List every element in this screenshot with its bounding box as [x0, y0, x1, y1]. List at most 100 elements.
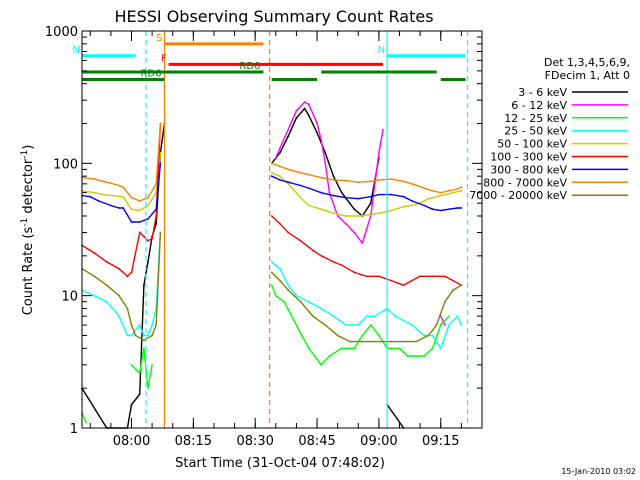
data-point [93, 252, 96, 254]
data-point [279, 175, 281, 178]
y-tick-label: 1 [70, 422, 78, 437]
data-point [287, 289, 290, 292]
data-point [431, 275, 434, 278]
data-point [130, 208, 133, 211]
data-point [320, 307, 323, 310]
data-point [299, 184, 302, 187]
data-point [138, 393, 141, 396]
y-tick-label: 10 [61, 290, 78, 305]
data-point [316, 122, 318, 125]
y-tick-label: 1000 [45, 25, 78, 40]
data-point [419, 275, 421, 278]
data-point [130, 324, 133, 326]
data-point [361, 242, 364, 244]
data-point [369, 215, 372, 217]
data-point [378, 275, 380, 278]
data-point [448, 189, 450, 192]
data-point [93, 191, 96, 194]
data-point [460, 186, 463, 189]
data-point [357, 181, 360, 184]
y-axis-label-end: ) [21, 145, 36, 150]
data-point [118, 294, 120, 297]
data-point [307, 173, 310, 176]
data-point [444, 193, 446, 196]
data-point [316, 131, 318, 134]
data-point [320, 364, 323, 366]
state-bar-label: N [378, 45, 385, 56]
legend-entry-label: 800 - 7000 keV [483, 176, 567, 189]
data-point [353, 231, 356, 234]
data-point [353, 271, 356, 274]
data-point [287, 231, 290, 234]
data-point [382, 128, 384, 131]
data-point [394, 315, 397, 318]
data-point [147, 196, 149, 199]
data-point [118, 207, 120, 209]
data-point [299, 239, 302, 242]
series-line-100-300-kev-kev [81, 123, 462, 286]
data-point [85, 421, 87, 424]
data-point [303, 101, 306, 103]
x-tick-label: 08:15 [175, 434, 212, 449]
data-point [345, 215, 347, 217]
data-point [274, 294, 277, 297]
legend-entry-label: 300 - 800 keV [490, 163, 567, 176]
data-point [365, 315, 368, 318]
data-point [398, 347, 401, 350]
data-point [320, 176, 323, 179]
legend-entry-label: 25 - 50 keV [504, 125, 567, 138]
series-line-3-6-kev-kev [81, 107, 405, 429]
data-point [307, 300, 310, 303]
data-point [460, 207, 463, 209]
data-point [130, 196, 133, 199]
data-point [155, 222, 158, 225]
data-point [431, 347, 434, 350]
data-point [138, 372, 141, 374]
data-point [369, 202, 372, 205]
data-point [340, 347, 343, 350]
data-point [332, 194, 335, 197]
data-point [159, 122, 162, 125]
data-point [130, 271, 133, 274]
data-point [353, 208, 356, 211]
data-point [460, 189, 463, 192]
data-point [279, 267, 281, 270]
data-point [427, 334, 430, 337]
state-bar-label: S [156, 33, 162, 44]
data-point [283, 300, 285, 303]
data-point [138, 200, 141, 202]
data-point [423, 334, 426, 337]
data-point [287, 181, 290, 184]
legend-entry-label: 100 - 300 keV [490, 151, 567, 164]
data-point [332, 179, 335, 181]
data-point [415, 340, 417, 343]
data-point [307, 204, 310, 207]
data-point [151, 334, 154, 337]
data-point [357, 324, 360, 326]
data-point [332, 212, 335, 215]
data-point [312, 249, 314, 252]
data-point [307, 114, 310, 117]
data-point [423, 187, 426, 190]
data-point [378, 212, 380, 215]
data-point [402, 180, 405, 183]
chart-title: HESSI Observing Summary Count Rates [114, 7, 433, 26]
data-point [411, 324, 413, 326]
data-point [345, 324, 347, 326]
data-point [402, 340, 405, 343]
data-point [287, 168, 290, 171]
data-point [151, 364, 154, 366]
data-point [143, 347, 145, 350]
data-point [369, 195, 372, 198]
legend: Det 1,3,4,5,6,9, FDecim 1, Att 0 3 - 6 k… [469, 56, 630, 202]
data-point [299, 300, 302, 303]
state-bar-label: RD6 [140, 69, 161, 80]
data-point [361, 334, 364, 337]
data-point [130, 403, 133, 406]
data-point [101, 193, 104, 196]
data-point [423, 355, 426, 357]
data-point [105, 300, 108, 303]
data-point [435, 324, 438, 326]
data-point [97, 200, 100, 202]
